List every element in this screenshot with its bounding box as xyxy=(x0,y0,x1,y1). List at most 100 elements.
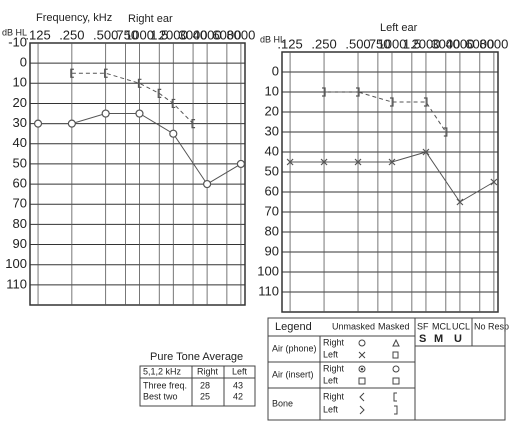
legend-title: Legend xyxy=(275,321,312,333)
legend-side: Right xyxy=(323,337,345,347)
legend-side: Right xyxy=(323,391,345,401)
x-tick-label: .250 xyxy=(311,36,336,51)
x-tick-label: 4000 xyxy=(193,27,222,42)
marker xyxy=(286,158,294,166)
marker xyxy=(135,109,144,118)
sf-mark: S xyxy=(419,333,426,345)
pta-cell: 42 xyxy=(233,391,243,401)
marker xyxy=(169,129,178,138)
y-tick-label: 0 xyxy=(20,55,27,70)
marker xyxy=(101,109,110,118)
chart-title: Left ear xyxy=(380,22,418,34)
marker xyxy=(322,87,326,97)
sf-header: MCL xyxy=(432,321,451,331)
marker xyxy=(354,158,362,166)
x-tick-label: 3000 xyxy=(179,27,208,42)
y-tick-label: 10 xyxy=(265,83,279,98)
marker xyxy=(456,198,464,206)
y-tick-label: 110 xyxy=(6,276,27,291)
y-tick-label: -10 xyxy=(8,34,27,49)
x-tick-label: .125 xyxy=(25,27,50,42)
x-tick-label: 2000 xyxy=(411,36,440,51)
sf-header: UCL xyxy=(452,321,470,331)
y-tick-label: 50 xyxy=(13,155,27,170)
x-tick-label: .500 xyxy=(93,27,118,42)
pta-frame xyxy=(139,365,256,407)
y-label: dB HL xyxy=(260,34,285,44)
y-tick-label: 40 xyxy=(13,135,27,150)
y-tick-label: 20 xyxy=(13,95,27,110)
y-label: dB HL xyxy=(2,27,27,37)
sf-header: SF xyxy=(417,321,429,331)
pta-header: Right xyxy=(197,366,219,376)
legend-side: Left xyxy=(323,349,339,359)
y-tick-label: 90 xyxy=(13,236,27,251)
sf-mark: U xyxy=(454,333,462,345)
marker xyxy=(70,68,74,78)
pta-cell: 43 xyxy=(233,380,243,390)
chart-title: Right ear xyxy=(128,13,173,25)
pta-cell: Best two xyxy=(143,391,178,401)
pta-header: Left xyxy=(232,366,248,376)
y-tick-label: 10 xyxy=(13,75,27,90)
pta-cell: 25 xyxy=(200,391,210,401)
x-tick-label: 8000 xyxy=(226,27,255,42)
legend-side: Left xyxy=(323,375,339,385)
legend-column: Masked xyxy=(378,321,410,331)
marker xyxy=(202,179,212,189)
y-tick-label: 100 xyxy=(5,256,27,271)
series-line xyxy=(324,91,447,133)
x-tick-label: 1000 xyxy=(378,36,407,51)
y-tick-label: 80 xyxy=(265,223,279,238)
pta-cell: 28 xyxy=(200,380,210,390)
y-tick-label: 70 xyxy=(265,203,279,218)
y-tick-label: 30 xyxy=(265,123,279,138)
marker xyxy=(171,98,176,109)
marker xyxy=(423,97,428,107)
x-tick-label: .250 xyxy=(59,27,84,42)
x-tick-label: 6000 xyxy=(465,36,494,51)
y-tick-label: 50 xyxy=(265,163,279,178)
y-tick-label: 90 xyxy=(265,243,279,258)
marker xyxy=(388,158,396,166)
x-tick-label: 1000 xyxy=(125,27,154,42)
sf-frame xyxy=(414,317,506,421)
marker xyxy=(490,178,498,186)
y-tick-label: 60 xyxy=(13,176,27,191)
x-tick-label: .500 xyxy=(345,36,370,51)
marker xyxy=(104,68,108,78)
legend-row: Air (phone) xyxy=(272,343,317,353)
marker xyxy=(137,78,142,88)
marker xyxy=(320,158,328,166)
pta-title: Pure Tone Average xyxy=(150,351,243,363)
legend-row: Bone xyxy=(272,398,293,408)
legend-symbols xyxy=(358,338,400,415)
marker xyxy=(356,87,360,97)
series-line xyxy=(71,72,194,124)
pta-cell: Three freq. xyxy=(143,380,187,390)
marker xyxy=(422,148,430,156)
legend-column: Unmasked xyxy=(332,321,375,331)
x-tick-label: .125 xyxy=(277,36,302,51)
marker xyxy=(67,119,76,128)
y-tick-label: 100 xyxy=(257,263,279,278)
x-tick-label: .750 xyxy=(365,36,390,51)
marker xyxy=(443,127,448,137)
y-tick-label: 60 xyxy=(265,183,279,198)
x-tick-label: 8000 xyxy=(479,36,508,51)
x-tick-label: 1.5 xyxy=(403,36,421,51)
x-tick-label: 4000 xyxy=(445,36,474,51)
plot-frame xyxy=(281,51,499,313)
y-tick-label: 110 xyxy=(258,283,279,298)
marker xyxy=(389,97,394,107)
x-tick-label: .750 xyxy=(113,27,138,42)
marker xyxy=(33,119,43,128)
marker xyxy=(191,119,196,129)
y-tick-label: 70 xyxy=(13,196,27,211)
pta-header: 5,1,2 kHz xyxy=(143,366,182,376)
marker xyxy=(236,159,246,169)
legend-side: Left xyxy=(323,404,339,414)
sf-header: No Resp xyxy=(474,321,509,331)
x-tick-label: 1.5 xyxy=(150,27,168,42)
